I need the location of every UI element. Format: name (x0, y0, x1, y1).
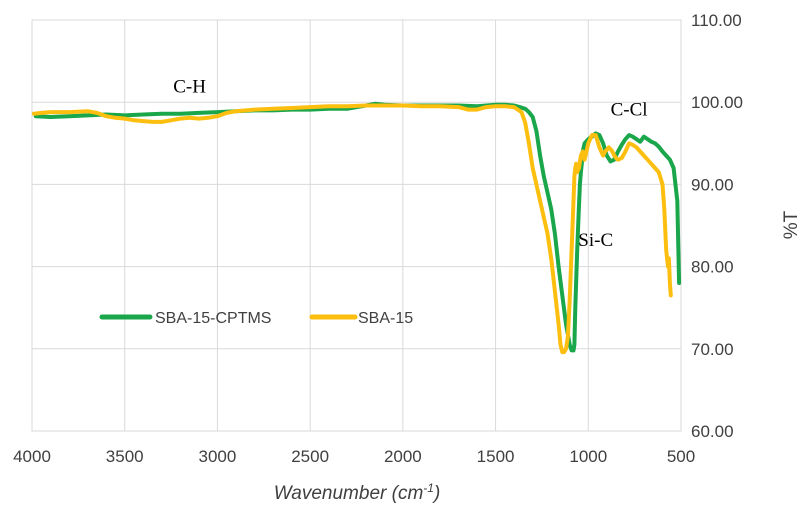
x-axis-ticks: 4000 3500 3000 2500 2000 1500 1000 500 (13, 447, 695, 466)
x-tick-label: 500 (667, 447, 695, 466)
series-layer (31, 101, 682, 355)
y-axis-title: %T (781, 210, 802, 239)
x-axis-title-close: ) (432, 483, 440, 504)
x-axis-title: Wavenumber (cm-1) (274, 481, 441, 504)
y-axis-ticks: 60.00 70.00 80.00 90.00 100.00 110.00 (691, 11, 743, 441)
x-tick-label: 3500 (106, 447, 144, 466)
y-tick-label: 60.00 (691, 422, 734, 441)
y-tick-label: 100.00 (691, 93, 743, 112)
x-axis-title-text: Wavenumber (cm (274, 483, 424, 504)
x-tick-label: 1000 (569, 447, 607, 466)
x-tick-label: 3000 (199, 447, 237, 466)
annotation-si-c: Si-C (578, 230, 613, 251)
annotation-c-h: C-H (173, 76, 206, 97)
legend-label-sba-15: SBA-15 (358, 310, 413, 327)
legend-label-sba-15-cptms: SBA-15-CPTMS (155, 310, 271, 327)
plot-area-frame (31, 19, 682, 432)
y-tick-label: 70.00 (691, 340, 734, 359)
y-tick-label: 90.00 (691, 175, 734, 194)
x-tick-label: 2500 (291, 447, 329, 466)
annotations: C-H C-Cl Si-C (173, 76, 647, 251)
x-tick-label: 2000 (384, 447, 422, 466)
x-tick-label: 4000 (13, 447, 51, 466)
annotation-c-cl: C-Cl (611, 99, 648, 120)
y-tick-label: 80.00 (691, 258, 734, 277)
series-line-sba-15 (31, 103, 673, 355)
legend: SBA-15-CPTMS SBA-15 (99, 310, 413, 327)
x-tick-label: 1500 (477, 447, 515, 466)
y-tick-label: 110.00 (691, 11, 742, 30)
x-axis-title-superscript: -1 (423, 481, 434, 495)
grid-layer (31, 19, 682, 432)
